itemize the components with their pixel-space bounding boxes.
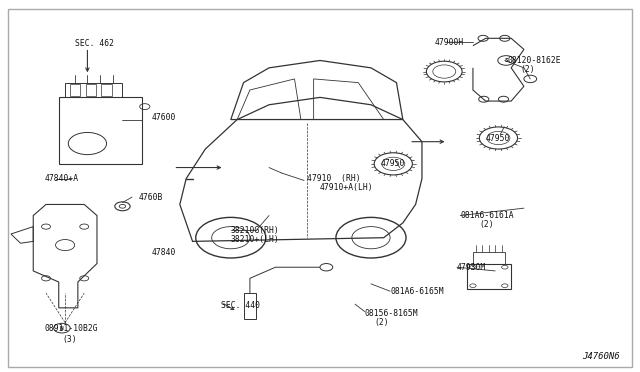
Text: 081A6-6161A: 081A6-6161A xyxy=(460,211,514,220)
Text: 47930M: 47930M xyxy=(457,263,486,272)
Text: (2): (2) xyxy=(479,220,494,229)
Text: 38210+(LH): 38210+(LH) xyxy=(231,235,280,244)
Text: S: S xyxy=(504,58,508,63)
Text: (2): (2) xyxy=(521,65,535,74)
Text: (3): (3) xyxy=(62,335,77,344)
Text: 47950: 47950 xyxy=(486,134,510,142)
Text: SEC. 462: SEC. 462 xyxy=(75,39,114,48)
Text: 38210G(RH): 38210G(RH) xyxy=(231,226,280,235)
Text: 081A6-6165M: 081A6-6165M xyxy=(390,287,444,296)
Text: J4760N6: J4760N6 xyxy=(582,352,620,361)
Text: (2): (2) xyxy=(374,318,388,327)
Text: 47950: 47950 xyxy=(381,159,405,169)
Circle shape xyxy=(498,56,515,65)
Text: 08911-10B2G: 08911-10B2G xyxy=(45,324,99,333)
Circle shape xyxy=(54,323,70,333)
Text: N: N xyxy=(60,326,64,331)
Text: 47600: 47600 xyxy=(151,113,175,122)
Text: 08120-8162E: 08120-8162E xyxy=(508,56,562,65)
Text: 47900H: 47900H xyxy=(435,38,464,46)
Text: SEC. 440: SEC. 440 xyxy=(221,301,260,311)
Text: 47840+A: 47840+A xyxy=(45,174,79,183)
Text: 47840: 47840 xyxy=(151,248,175,257)
Text: 47910  (RH): 47910 (RH) xyxy=(307,174,361,183)
Text: 4760B: 4760B xyxy=(138,193,163,202)
Text: 47910+A(LH): 47910+A(LH) xyxy=(320,183,374,192)
Text: 08156-8165M: 08156-8165M xyxy=(365,309,418,318)
